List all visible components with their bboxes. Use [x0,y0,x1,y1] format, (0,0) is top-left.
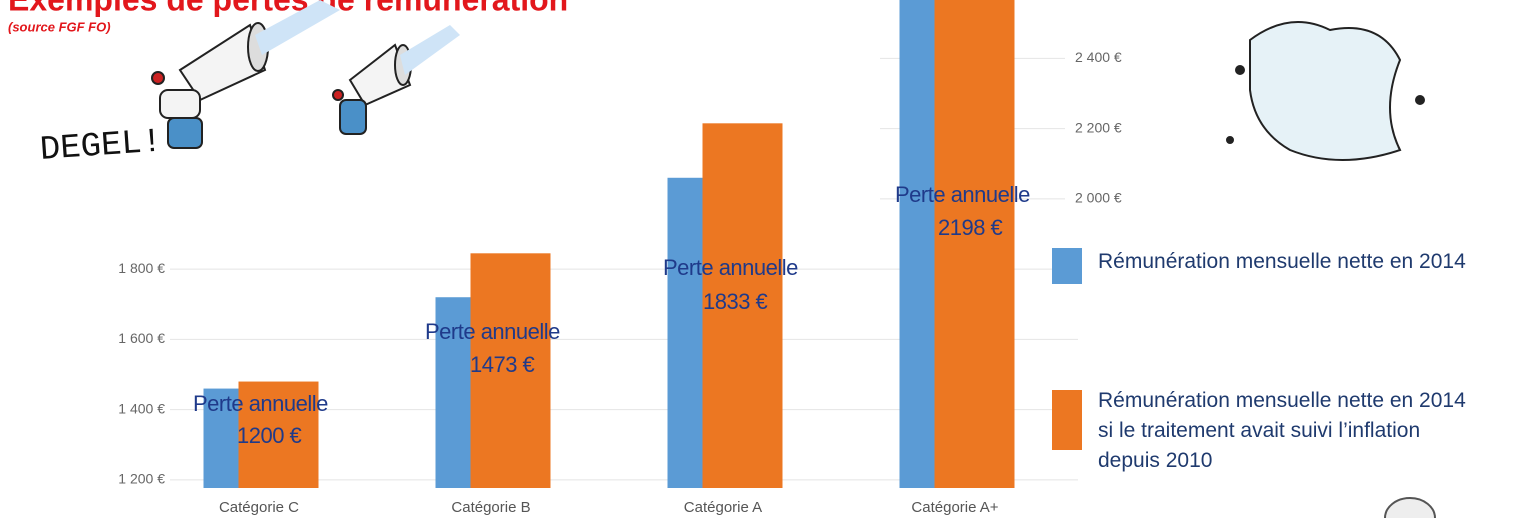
legend-text: Rémunération mensuelle nette en 2014 si … [1098,386,1466,476]
y-tick-label: 2 000 € [1075,190,1122,206]
cartoon-megaphone [152,0,460,148]
y-tick-label: 1 600 € [118,330,165,346]
annotation: Perte annuelle [663,255,798,280]
y-tick-label: 1 200 € [118,471,165,487]
y-tick-label: 1 800 € [118,260,165,276]
y-tick-label: 2 200 € [1075,119,1122,135]
annotation: 2198 € [938,215,1003,240]
bar [900,0,935,488]
y-tick-label: 2 400 € [1075,49,1122,65]
cartoon-figure [1385,498,1435,518]
annotation: 1200 € [237,423,302,448]
chart-subtitle: (source FGF FO) [8,19,111,34]
page: Exemples de pertes de rémunération (sour… [0,0,1540,518]
annotation: Perte annuelle [193,391,328,416]
legend-swatch [1052,248,1082,284]
y-tick-label: 1 400 € [118,400,165,416]
x-tick-label: Catégorie C [219,499,299,516]
bar [935,0,1015,488]
x-tick-label: Catégorie A+ [911,499,998,516]
annotation: Perte annuelle [425,319,560,344]
x-tick-label: Catégorie B [451,499,530,516]
legend-text: Rémunération mensuelle nette en 2014 [1098,247,1466,277]
annotation: 1473 € [470,352,535,377]
handwriting: DEGEL! [39,123,164,169]
chart-title: Exemples de pertes de rémunération [8,0,568,17]
bar [668,178,703,488]
legend-swatch [1052,390,1082,450]
cartoon-ice [1227,22,1424,160]
annotation: 1833 € [703,289,768,314]
x-tick-label: Catégorie A [684,499,762,516]
annotation: Perte annuelle [895,182,1030,207]
